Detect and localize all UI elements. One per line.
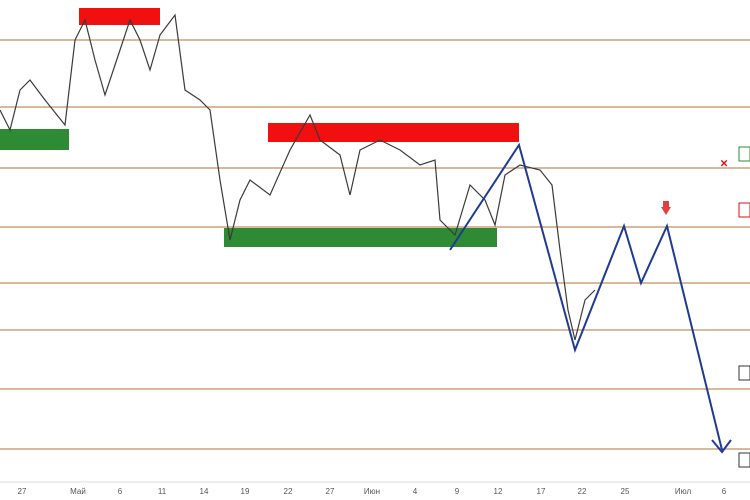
x-tick-label: 22 (284, 487, 293, 496)
x-tick-label: 4 (413, 487, 418, 496)
price-tag (738, 202, 750, 218)
x-tick-label: 14 (200, 487, 209, 496)
levels (0, 39, 750, 450)
arrow-head (711, 439, 732, 454)
x-tick-label: 27 (18, 487, 27, 496)
support-zone (224, 228, 497, 247)
resistance-zone (268, 123, 519, 142)
x-tick-label: Июн (364, 487, 380, 496)
x-tick-label: 17 (537, 487, 546, 496)
price-tag (738, 146, 750, 162)
sell-arrow (663, 201, 669, 208)
price-path (0, 13, 596, 341)
price-tag (738, 365, 750, 381)
x-tick-label: 11 (158, 487, 167, 496)
x-tick-label: 9 (455, 487, 460, 496)
support-zone (0, 129, 69, 150)
x-tick-label: 22 (578, 487, 587, 496)
forecast-zigzag (449, 142, 723, 451)
x-tick-label: 6 (722, 487, 727, 496)
x-tick-label: 6 (118, 487, 123, 496)
resistance-zone (79, 8, 160, 25)
x-tick-label: Июл (675, 487, 692, 496)
x-axis: 27 Май 6 11 14 19 22 27 Июн 4 9 12 17 22 25 Июл 6 (18, 487, 727, 496)
x-tick-label: 25 (621, 487, 630, 496)
x-tick-label: 19 (241, 487, 250, 496)
sell-arrow (661, 207, 671, 215)
price-tag (738, 452, 750, 468)
x-tick-label: Май (70, 487, 86, 496)
x-tick-label: 12 (494, 487, 503, 496)
cross-marker: × (720, 155, 728, 170)
x-tick-label: 27 (326, 487, 335, 496)
